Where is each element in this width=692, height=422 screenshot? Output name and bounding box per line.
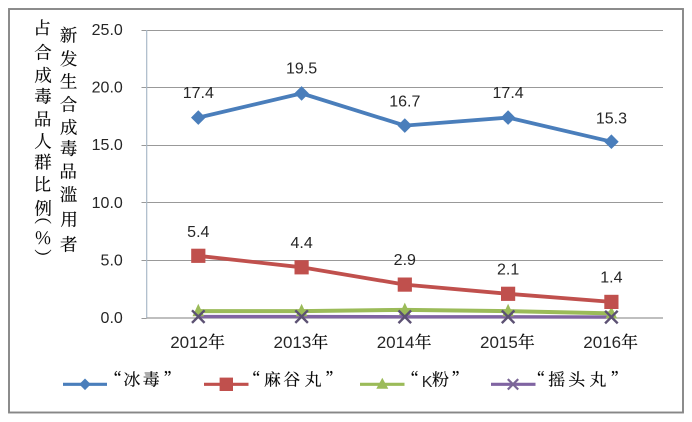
- svg-text:4.4: 4.4: [290, 235, 312, 252]
- svg-text:19.5: 19.5: [286, 61, 317, 78]
- svg-text:5.0: 5.0: [101, 252, 123, 269]
- svg-text:2015: 2015: [480, 333, 518, 352]
- svg-text:1.4: 1.4: [600, 270, 622, 287]
- svg-text:2.1: 2.1: [497, 262, 519, 279]
- svg-text:5.4: 5.4: [187, 224, 209, 241]
- svg-text:K: K: [422, 374, 433, 391]
- svg-text:15.0: 15.0: [92, 137, 123, 154]
- svg-text:16.7: 16.7: [389, 94, 420, 111]
- svg-text:2.9: 2.9: [394, 252, 416, 269]
- svg-text:17.4: 17.4: [493, 85, 524, 102]
- svg-text:20.0: 20.0: [92, 80, 123, 97]
- svg-text:15.3: 15.3: [596, 111, 627, 128]
- svg-text:2012: 2012: [170, 333, 208, 352]
- svg-text:2013: 2013: [274, 333, 312, 352]
- svg-text:2014: 2014: [377, 333, 415, 352]
- svg-text:17.4: 17.4: [183, 85, 214, 102]
- svg-text:2016: 2016: [583, 333, 621, 352]
- svg-text:10.0: 10.0: [92, 195, 123, 212]
- svg-text:25.0: 25.0: [92, 22, 123, 39]
- svg-text:0.0: 0.0: [101, 310, 123, 327]
